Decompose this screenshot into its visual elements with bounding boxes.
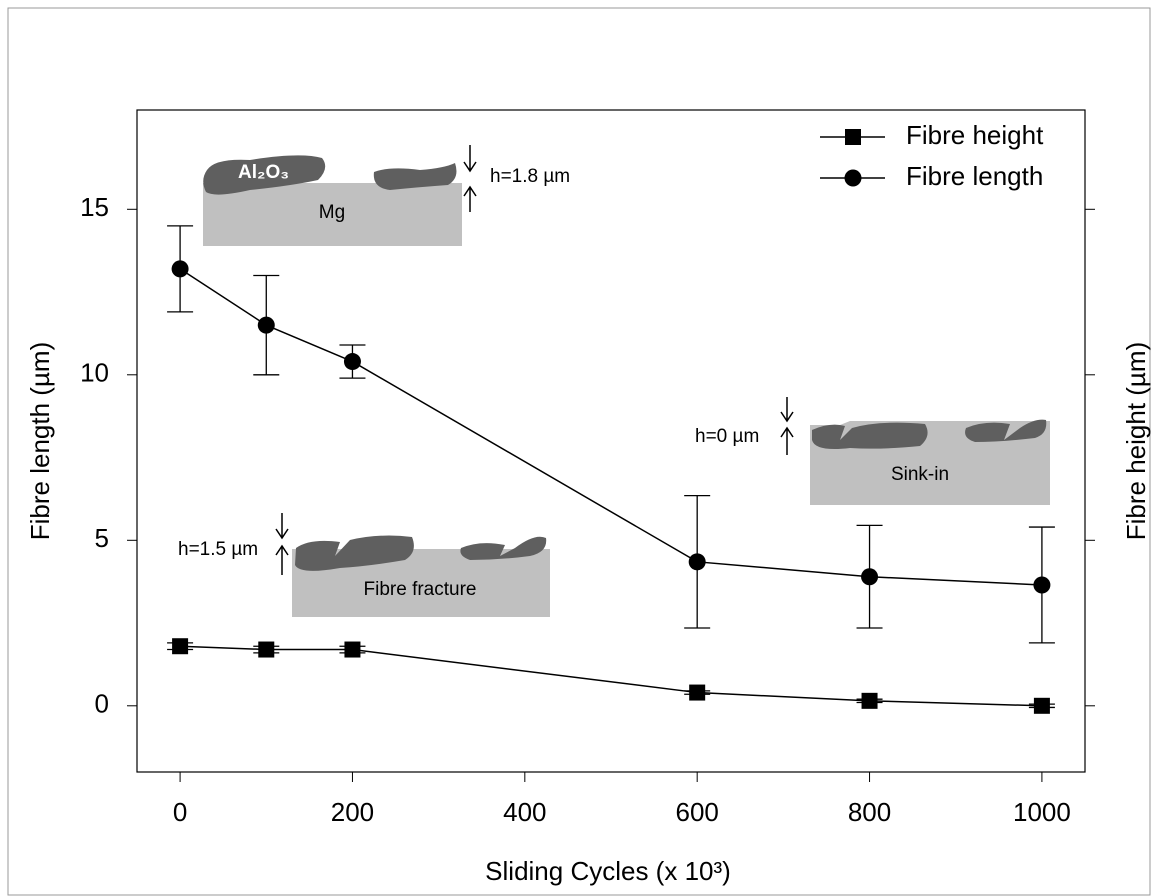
- series-line: [180, 645, 1042, 707]
- arrows: [275, 513, 289, 575]
- legend-label: Fibre height: [906, 120, 1044, 150]
- fibre: [373, 163, 457, 190]
- y-axis-label: Fibre length (µm): [25, 342, 55, 540]
- annotation: Al₂O₃: [238, 162, 289, 183]
- y-tick-label: 10: [80, 358, 109, 388]
- annotation: h=1.8 µm: [490, 166, 570, 187]
- legend-marker: [844, 169, 862, 187]
- data-point: [258, 641, 275, 658]
- outer-frame: [7, 7, 1151, 896]
- annotation: h=0 µm: [695, 426, 759, 447]
- arrows: [463, 145, 477, 212]
- data-point: [1033, 576, 1051, 594]
- plot-frame: [136, 109, 1086, 773]
- data-point: [689, 684, 706, 701]
- inset-protruding: Al₂O₃ Mg h=1.8 µm: [203, 145, 570, 246]
- y-tick-label: 15: [80, 192, 109, 222]
- fibre: [460, 536, 547, 560]
- annotation: Fibre fracture: [364, 579, 477, 600]
- x-axis-label: Sliding Cycles (x 10³): [485, 856, 731, 886]
- data-point: [861, 568, 879, 586]
- fibre: [203, 155, 326, 195]
- legend-label: Fibre length: [906, 161, 1043, 191]
- x-tick-label: 800: [848, 797, 891, 827]
- annotation: Sink-in: [891, 464, 949, 485]
- data-point: [257, 316, 275, 334]
- data-point: [171, 260, 189, 278]
- inset-sink-in: h=0 µm Sink-in: [695, 397, 1050, 505]
- legend-marker: [845, 129, 861, 145]
- y2-axis-label: Fibre height (µm): [1121, 342, 1151, 540]
- x-tick-label: 0: [173, 797, 187, 827]
- x-tick-label: 600: [675, 797, 718, 827]
- inset-fracture: h=1.5 µm Fibre fracture: [178, 513, 550, 617]
- arrows: [780, 397, 794, 455]
- fibre: [812, 422, 928, 449]
- data-point: [344, 641, 361, 658]
- annotation: Mg: [319, 202, 345, 223]
- annotation: h=1.5 µm: [178, 539, 258, 560]
- matrix: [203, 183, 462, 246]
- y-tick-label: 0: [95, 689, 109, 719]
- x-tick-label: 1000: [1013, 797, 1071, 827]
- y-tick-label: 5: [95, 523, 109, 553]
- data-point: [1033, 697, 1050, 714]
- data-point: [172, 638, 189, 655]
- series-line: [179, 268, 1042, 586]
- x-tick-label: 200: [331, 797, 374, 827]
- data-point: [343, 353, 361, 371]
- fibre: [295, 535, 414, 571]
- fibre: [965, 419, 1047, 442]
- x-tick-label: 400: [503, 797, 546, 827]
- data-point: [861, 692, 878, 709]
- data-point: [688, 553, 706, 571]
